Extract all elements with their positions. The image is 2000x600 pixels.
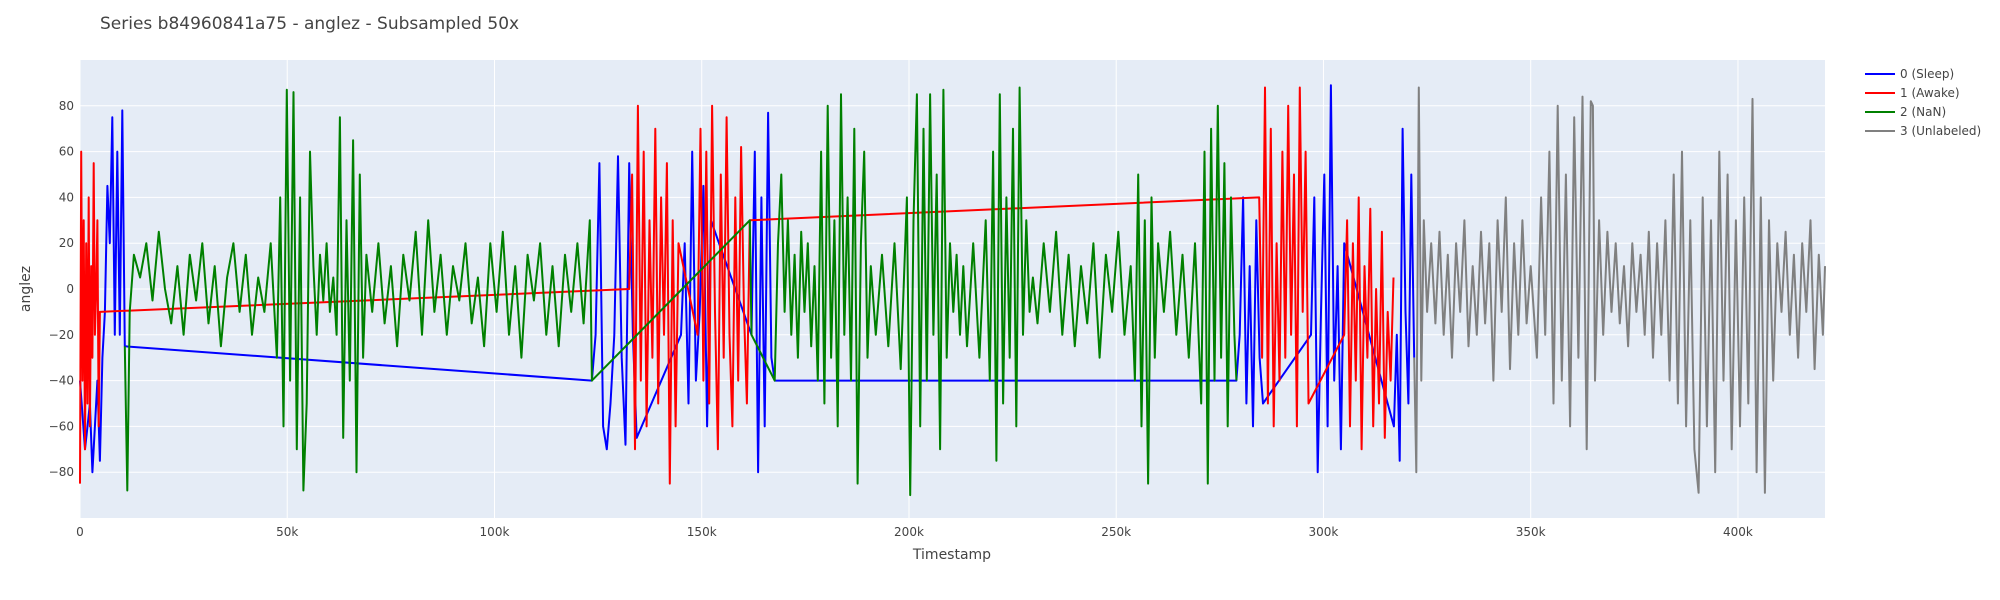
y-tick-label: 0 <box>66 282 74 296</box>
chart-title: Series b84960841a75 - anglez - Subsample… <box>100 14 519 34</box>
legend-item-1[interactable]: 1 (Awake) <box>1865 86 1960 100</box>
y-axis-ticks: −80 −60 −40 −20 0 20 40 60 80 <box>49 99 74 479</box>
y-tick-label: 40 <box>59 190 74 204</box>
x-tick-label: 150k <box>687 525 717 539</box>
y-axis-title: anglez <box>18 266 34 312</box>
legend-item-2[interactable]: 2 (NaN) <box>1865 105 1946 119</box>
x-tick-label: 300k <box>1309 525 1339 539</box>
y-tick-label: −60 <box>49 419 74 433</box>
y-tick-label: −40 <box>49 374 74 388</box>
x-tick-label: 50k <box>276 525 298 539</box>
series-lines <box>79 84 1826 497</box>
x-tick-label: 200k <box>894 525 924 539</box>
x-axis-title: Timestamp <box>912 547 991 563</box>
series-line-3 <box>1413 86 1826 494</box>
legend-item-3[interactable]: 3 (Unlabeled) <box>1865 124 1981 138</box>
y-tick-label: 20 <box>59 236 74 250</box>
series-line-2 <box>123 86 1238 497</box>
legend-label: 2 (NaN) <box>1900 105 1946 119</box>
series-line-0 <box>79 84 1416 474</box>
legend-label: 3 (Unlabeled) <box>1900 124 1981 138</box>
legend-item-0[interactable]: 0 (Sleep) <box>1865 67 1954 81</box>
series-line-1 <box>79 86 1395 485</box>
x-tick-label: 100k <box>480 525 510 539</box>
x-axis-ticks: 0 50k 100k 150k 200k 250k 300k 350k 400k <box>76 525 1753 539</box>
y-tick-label: −20 <box>49 328 74 342</box>
legend-label: 1 (Awake) <box>1900 86 1960 100</box>
x-tick-label: 350k <box>1516 525 1546 539</box>
legend[interactable]: 0 (Sleep) 1 (Awake) 2 (NaN) 3 (Unlabeled) <box>1865 67 1981 138</box>
y-tick-label: 60 <box>59 145 74 159</box>
y-tick-label: 80 <box>59 99 74 113</box>
x-tick-label: 250k <box>1101 525 1131 539</box>
y-tick-label: −80 <box>49 465 74 479</box>
x-tick-label: 400k <box>1723 525 1753 539</box>
legend-label: 0 (Sleep) <box>1900 67 1954 81</box>
x-tick-label: 0 <box>76 525 84 539</box>
